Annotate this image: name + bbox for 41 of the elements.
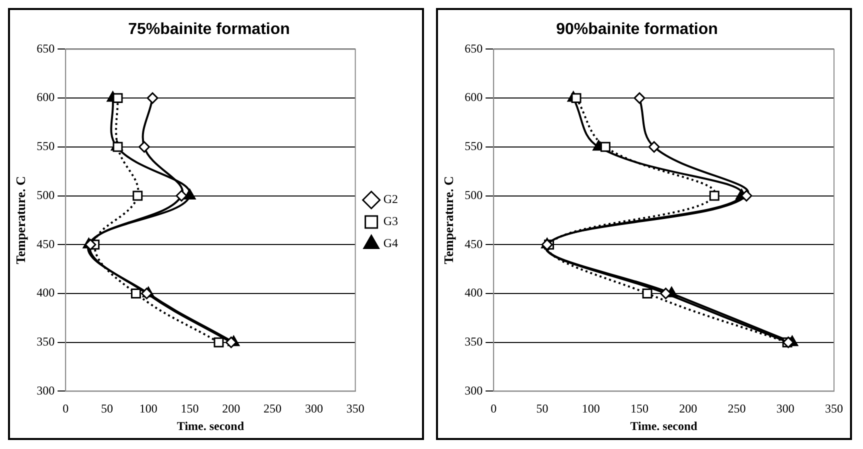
- y-tick-label: 500: [464, 188, 483, 202]
- x-tick-label: 150: [180, 402, 199, 416]
- x-tick-label: 300: [776, 402, 794, 416]
- x-tick-label: 350: [825, 402, 843, 416]
- x-tick-label: 200: [679, 402, 698, 416]
- y-tick-label: 350: [36, 334, 55, 348]
- x-tick-label: 200: [222, 402, 240, 416]
- legend-label: G3: [383, 214, 398, 228]
- y-tick-label: 300: [36, 383, 55, 398]
- y-tick-label: 550: [36, 139, 55, 154]
- x-tick-label: 50: [100, 402, 113, 416]
- x-axis-title: Time. second: [630, 418, 698, 433]
- x-axis-title: Time. second: [176, 418, 244, 433]
- x-tick-label: 0: [62, 402, 69, 416]
- x-tick-label: 350: [346, 402, 364, 416]
- y-tick-label: 650: [36, 41, 55, 56]
- legend-label: G4: [383, 236, 398, 250]
- x-tick-label: 100: [139, 402, 158, 416]
- legend-label: G2: [383, 192, 398, 206]
- x-tick-label: 150: [630, 402, 648, 416]
- y-tick-label: 300: [464, 383, 483, 398]
- x-tick-label: 0: [490, 402, 497, 416]
- y-axis-title: Temperature. C: [13, 176, 28, 264]
- y-tick-label: 500: [36, 188, 55, 202]
- y-tick-label: 600: [464, 90, 483, 104]
- x-tick-label: 300: [304, 402, 323, 416]
- y-axis-title: Temperature. C: [441, 176, 456, 264]
- x-tick-label: 250: [264, 402, 282, 416]
- y-tick-label: 450: [464, 236, 483, 251]
- chart-title: 90%bainite formation: [556, 21, 718, 38]
- y-tick-label: 400: [36, 286, 55, 300]
- y-tick-label: 350: [464, 334, 483, 348]
- y-tick-label: 600: [36, 90, 55, 104]
- x-tick-label: 250: [728, 402, 746, 416]
- x-tick-label: 50: [536, 402, 548, 416]
- y-tick-label: 400: [464, 286, 483, 300]
- x-tick-label: 100: [582, 402, 600, 416]
- y-tick-label: 550: [464, 139, 483, 154]
- y-tick-label: 450: [36, 236, 55, 251]
- y-tick-label: 650: [464, 41, 483, 56]
- chart-title: 75%bainite formation: [128, 21, 290, 38]
